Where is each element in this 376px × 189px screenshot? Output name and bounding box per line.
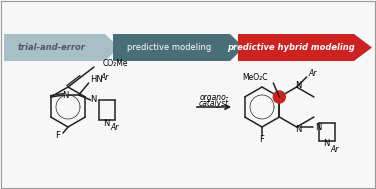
Text: Ar: Ar xyxy=(101,73,109,81)
Polygon shape xyxy=(4,34,119,61)
Text: trial-and-error: trial-and-error xyxy=(18,43,85,52)
Text: N: N xyxy=(103,119,110,128)
Text: organo-: organo- xyxy=(199,92,229,101)
Circle shape xyxy=(273,91,285,103)
Text: catalyst: catalyst xyxy=(199,99,229,108)
Text: N: N xyxy=(91,95,97,105)
Text: N: N xyxy=(323,139,330,149)
Text: F: F xyxy=(56,132,61,140)
Text: F: F xyxy=(259,136,264,145)
Text: HN: HN xyxy=(90,75,102,84)
Text: predictive modeling: predictive modeling xyxy=(127,43,211,52)
Text: CO₂Me: CO₂Me xyxy=(103,59,129,67)
Text: Ar: Ar xyxy=(331,145,339,153)
Text: Ar: Ar xyxy=(111,123,119,132)
Text: N: N xyxy=(62,91,69,99)
Text: N: N xyxy=(315,122,321,132)
Text: N: N xyxy=(296,81,302,90)
Text: N: N xyxy=(296,125,302,133)
Text: Ar: Ar xyxy=(308,68,317,77)
Text: MeO₂C: MeO₂C xyxy=(242,73,267,81)
Polygon shape xyxy=(113,34,244,61)
Polygon shape xyxy=(238,34,372,61)
Text: predictive hybrid modeling: predictive hybrid modeling xyxy=(227,43,355,52)
